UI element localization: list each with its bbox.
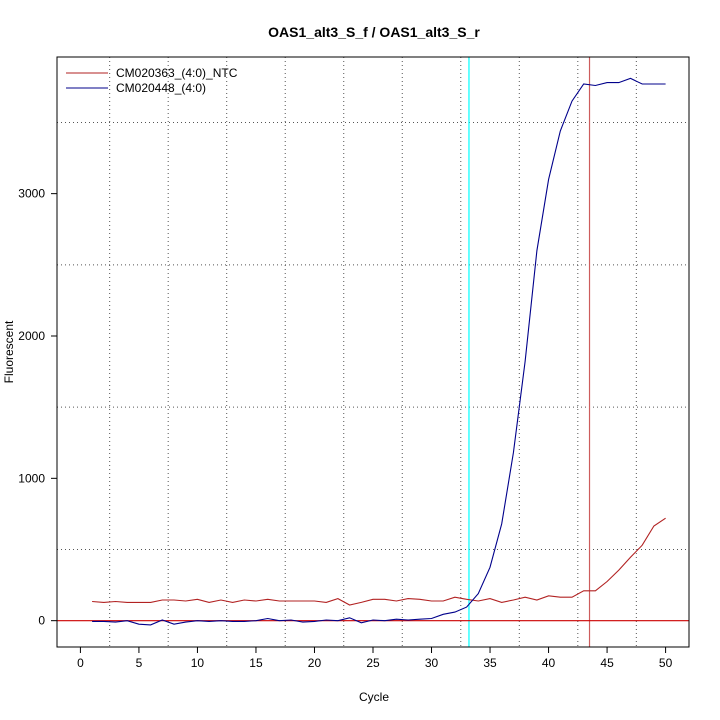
y-tick-label: 1000 bbox=[18, 471, 45, 485]
legend-entry-2: CM020448_(4:0) bbox=[116, 81, 206, 95]
plot-frame bbox=[56, 56, 690, 648]
series-line-2 bbox=[92, 77, 666, 626]
legend-entry-1: CM020363_(4:0)_NTC bbox=[116, 66, 238, 80]
x-tick-label: 5 bbox=[136, 656, 143, 670]
reference-lines bbox=[57, 57, 689, 647]
x-tick-label: 20 bbox=[308, 656, 322, 670]
axes: 0 5 10 15 20 25 30 35 40 45 50 0 1000 2000 3000 bbox=[18, 187, 672, 670]
y-tick-label: 0 bbox=[38, 614, 45, 628]
x-tick-label: 10 bbox=[191, 656, 205, 670]
x-tick-label: 50 bbox=[659, 656, 673, 670]
series-lines bbox=[92, 77, 666, 626]
x-tick-label: 0 bbox=[77, 656, 84, 670]
x-tick-label: 25 bbox=[366, 656, 380, 670]
chart-title: OAS1_alt3_S_f / OAS1_alt3_S_r bbox=[268, 24, 480, 40]
y-tick-label: 3000 bbox=[18, 187, 45, 201]
x-tick-label: 35 bbox=[483, 656, 497, 670]
x-tick-label: 40 bbox=[542, 656, 556, 670]
x-tick-label: 45 bbox=[600, 656, 614, 670]
x-axis-label: Cycle bbox=[359, 690, 389, 704]
y-axis-label: Fluorescent bbox=[2, 320, 16, 383]
x-tick-label: 15 bbox=[249, 656, 263, 670]
x-tick-label: 30 bbox=[425, 656, 439, 670]
grid-lines bbox=[57, 57, 689, 647]
y-tick-label: 2000 bbox=[18, 329, 45, 343]
series-line-1 bbox=[92, 517, 666, 606]
